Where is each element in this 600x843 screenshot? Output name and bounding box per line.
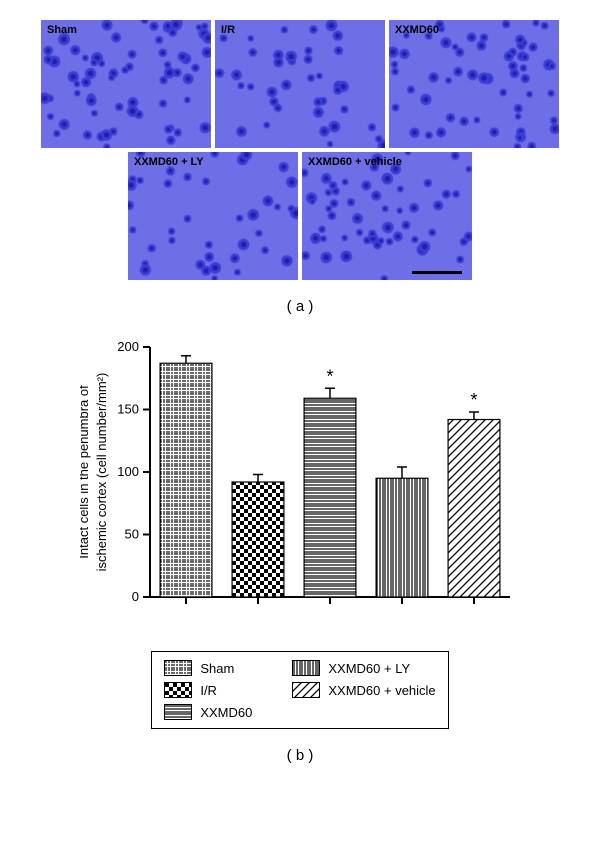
chart-bar	[448, 420, 500, 598]
legend-item: I/R	[164, 682, 252, 698]
chart-legend: Sham XXMD60 + LY I/R XXMD60 + vehicle XXMD60	[151, 651, 448, 729]
legend-item: XXMD60 + vehicle	[292, 682, 435, 698]
histology-image	[389, 20, 559, 148]
micrograph-panel: Sham I/R XXMD60 XXMD60 + LY XXMD60 + vehicl…	[41, 20, 559, 280]
micrograph-tile: XXMD60	[389, 20, 559, 148]
subfigure-label-a: ( a )	[287, 298, 314, 315]
legend-swatch	[292, 660, 320, 676]
micrograph-tile: XXMD60 + LY	[128, 152, 298, 280]
histology-image	[302, 152, 472, 280]
chart-bar	[376, 478, 428, 597]
significance-star: *	[326, 366, 333, 386]
scale-bar	[412, 271, 462, 274]
chart-bar	[232, 482, 284, 597]
svg-text:200: 200	[117, 339, 139, 354]
legend-label: XXMD60 + vehicle	[328, 683, 435, 698]
figure-container: Sham I/R XXMD60 XXMD60 + LY XXMD60 + vehicl…	[20, 20, 580, 776]
svg-text:Intact cells in the penumbra o: Intact cells in the penumbra of	[80, 385, 91, 559]
chart-panel: 0 50 100 150 200 Intact cells in the penumbra…	[80, 337, 520, 729]
micrograph-tile: Sham	[41, 20, 211, 148]
legend-label: XXMD60	[200, 705, 252, 720]
legend-item: XXMD60	[164, 704, 252, 720]
chart-bar	[160, 363, 212, 597]
svg-text:0: 0	[132, 589, 139, 604]
histology-image	[128, 152, 298, 280]
micrograph-row-1: Sham I/R XXMD60	[41, 20, 559, 148]
svg-text:ischemic cortex (cell number/m: ischemic cortex (cell number/mm²)	[94, 373, 109, 572]
legend-label: I/R	[200, 683, 217, 698]
micrograph-tile: I/R	[215, 20, 385, 148]
micrograph-label: I/R	[221, 24, 235, 36]
legend-item: Sham	[164, 660, 252, 676]
svg-text:150: 150	[117, 402, 139, 417]
chart-bar	[304, 398, 356, 597]
legend-swatch	[292, 682, 320, 698]
svg-text:100: 100	[117, 464, 139, 479]
legend-swatch	[164, 704, 192, 720]
legend-swatch	[164, 682, 192, 698]
micrograph-row-2: XXMD60 + LY XXMD60 + vehicle	[128, 152, 472, 280]
micrograph-label: XXMD60	[395, 24, 439, 36]
micrograph-label: Sham	[47, 24, 77, 36]
significance-star: *	[470, 390, 477, 410]
legend-label: Sham	[200, 661, 234, 676]
subfigure-label-b: ( b )	[287, 747, 314, 764]
micrograph-label: XXMD60 + vehicle	[308, 156, 402, 168]
legend-swatch	[164, 660, 192, 676]
legend-item	[292, 704, 435, 720]
micrograph-tile: XXMD60 + vehicle	[302, 152, 472, 280]
histology-image	[215, 20, 385, 148]
svg-text:50: 50	[125, 527, 139, 542]
micrograph-label: XXMD60 + LY	[134, 156, 204, 168]
bar-chart: 0 50 100 150 200 Intact cells in the penumbra…	[80, 337, 520, 637]
legend-item: XXMD60 + LY	[292, 660, 435, 676]
histology-image	[41, 20, 211, 148]
legend-label: XXMD60 + LY	[328, 661, 410, 676]
